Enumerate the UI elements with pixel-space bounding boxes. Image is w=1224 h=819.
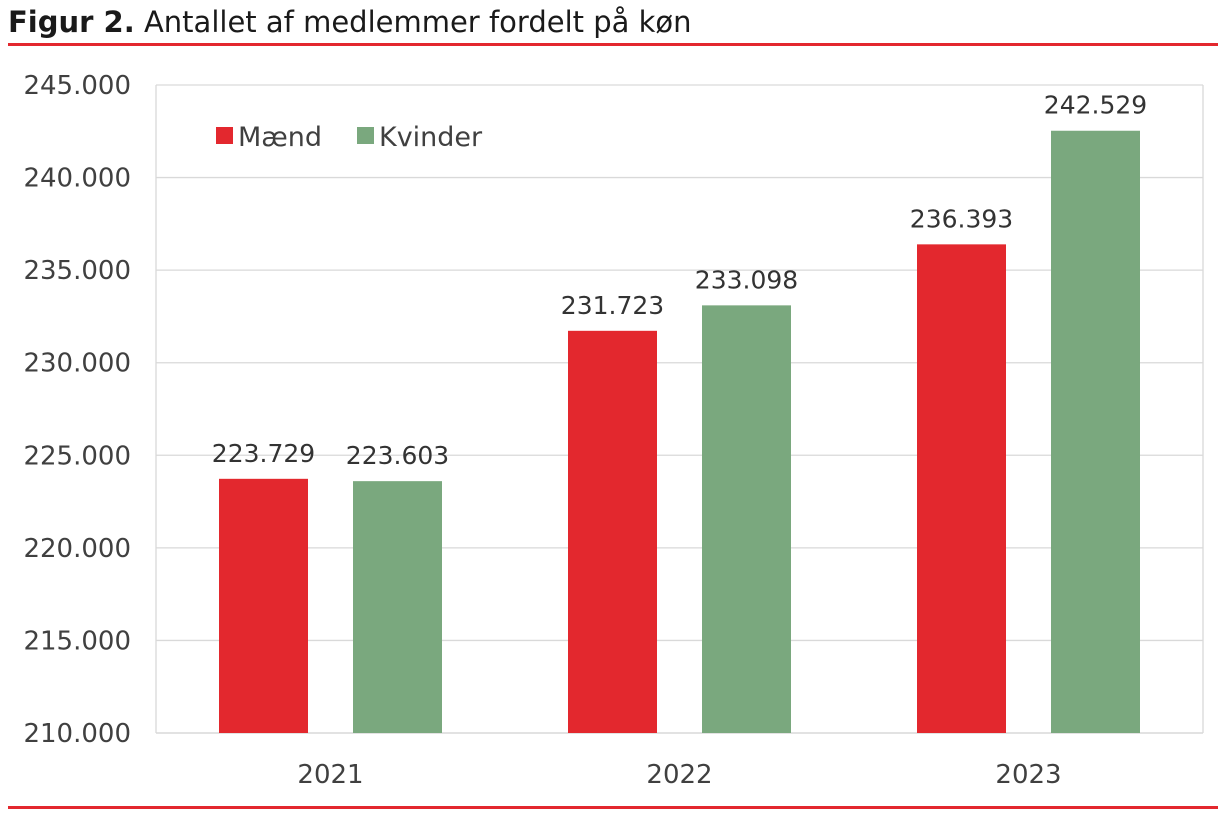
figure-label: Figur 2. (8, 5, 135, 39)
figure-title: Figur 2. Antallet af medlemmer fordelt p… (8, 2, 692, 42)
legend: Mænd Kvinder (216, 122, 483, 153)
data-label: 242.529 (1044, 91, 1147, 120)
bar (1051, 130, 1140, 734)
plot-area-border (155, 85, 1204, 734)
bar (353, 481, 442, 733)
x-axis-ticks: 2021 2022 2023 (297, 760, 1061, 790)
x-tick-label: 2023 (995, 760, 1061, 790)
top-rule (8, 43, 1218, 46)
legend-swatch (357, 127, 374, 144)
bar (568, 330, 657, 733)
data-label: 233.098 (695, 265, 798, 294)
data-label: 236.393 (910, 204, 1013, 233)
x-tick-label: 2021 (297, 760, 363, 790)
gridlines (156, 84, 1203, 642)
data-label: 223.729 (212, 439, 315, 468)
y-axis-ticks: 210.000 215.000 220.000 225.000 230.000 235.0… (23, 71, 131, 749)
y-tick-label: 240.000 (23, 164, 131, 194)
bars (219, 130, 1140, 734)
legend-swatch (216, 127, 233, 144)
bar (702, 305, 791, 733)
data-label: 223.603 (346, 441, 449, 470)
data-label: 231.723 (561, 291, 664, 320)
y-tick-label: 210.000 (23, 719, 131, 749)
x-tick-label: 2022 (646, 760, 712, 790)
legend-label: Mænd (238, 122, 322, 153)
y-tick-label: 225.000 (23, 441, 131, 471)
figure-title-text: Antallet af medlemmer fordelt på køn (143, 5, 692, 39)
y-tick-label: 245.000 (23, 71, 131, 101)
y-tick-label: 235.000 (23, 256, 131, 286)
bar (917, 244, 1006, 733)
y-tick-label: 230.000 (23, 349, 131, 379)
bottom-rule (8, 806, 1218, 809)
legend-label: Kvinder (379, 122, 483, 153)
y-tick-label: 215.000 (23, 626, 131, 656)
bar (219, 478, 308, 733)
data-labels: 223.729 223.603 231.723 233.098 236.393 242.5… (212, 91, 1147, 470)
y-tick-label: 220.000 (23, 534, 131, 564)
